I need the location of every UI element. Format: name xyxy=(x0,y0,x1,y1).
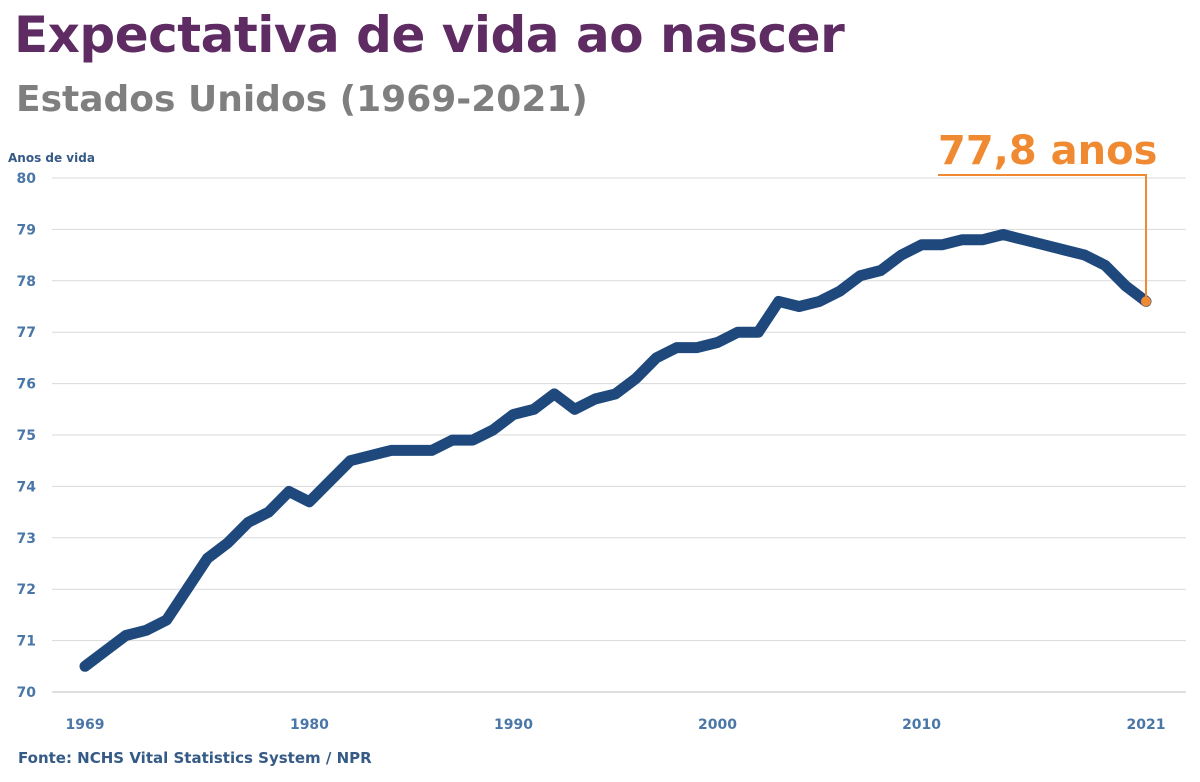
y-tick-label: 76 xyxy=(17,377,36,393)
annotation-end-marker xyxy=(1141,296,1151,307)
annotation-leader-line xyxy=(938,174,1147,302)
x-tick-label: 1969 xyxy=(66,717,105,733)
y-axis-label: Anos de vida xyxy=(8,151,95,165)
y-tick-label: 80 xyxy=(17,171,37,187)
x-tick-label: 2010 xyxy=(902,717,941,733)
y-tick-label: 74 xyxy=(17,479,37,495)
x-tick-label: 2000 xyxy=(698,717,737,733)
source-note: Fonte: NCHS Vital Statistics System / NP… xyxy=(18,749,372,767)
chart-subtitle: Estados Unidos (1969-2021) xyxy=(16,79,588,120)
y-tick-label: 72 xyxy=(17,582,36,598)
y-tick-label: 78 xyxy=(17,274,36,290)
series-line-1 xyxy=(79,229,1152,672)
y-tick-label: 79 xyxy=(17,222,36,238)
x-tick-label: 1980 xyxy=(290,717,329,733)
annotation-label: 77,8 anos xyxy=(938,128,1157,174)
y-tick-label: 73 xyxy=(17,531,36,547)
y-tick-label: 75 xyxy=(17,428,36,444)
y-tick-label: 71 xyxy=(17,634,36,650)
y-tick-label: 77 xyxy=(17,325,36,341)
y-tick-label: 70 xyxy=(17,685,37,701)
x-tick-label: 1990 xyxy=(494,717,533,733)
x-tick-label: 2021 xyxy=(1127,717,1166,733)
chart-title: Expectativa de vida ao nascer xyxy=(14,6,845,64)
